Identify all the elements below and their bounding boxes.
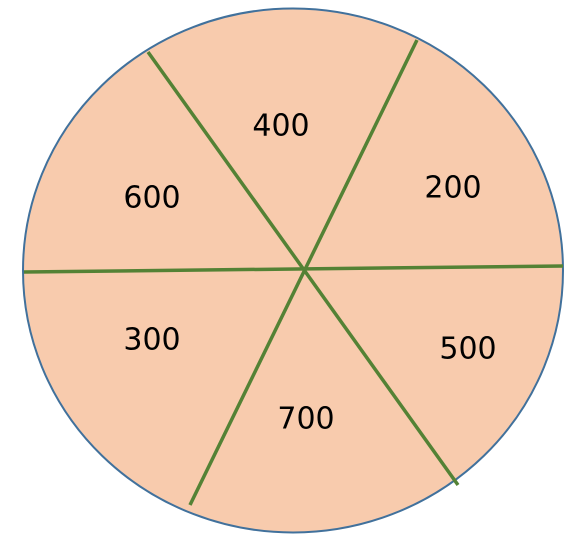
- sector-label: 600: [123, 181, 180, 216]
- divider-line: [188, 39, 419, 506]
- sector-label: 500: [439, 332, 496, 367]
- sector-label: 700: [277, 402, 334, 437]
- sector-label: 400: [252, 109, 309, 144]
- sector-label: 200: [424, 171, 481, 206]
- sector-label: 300: [123, 323, 180, 358]
- divider-line: [23, 264, 564, 274]
